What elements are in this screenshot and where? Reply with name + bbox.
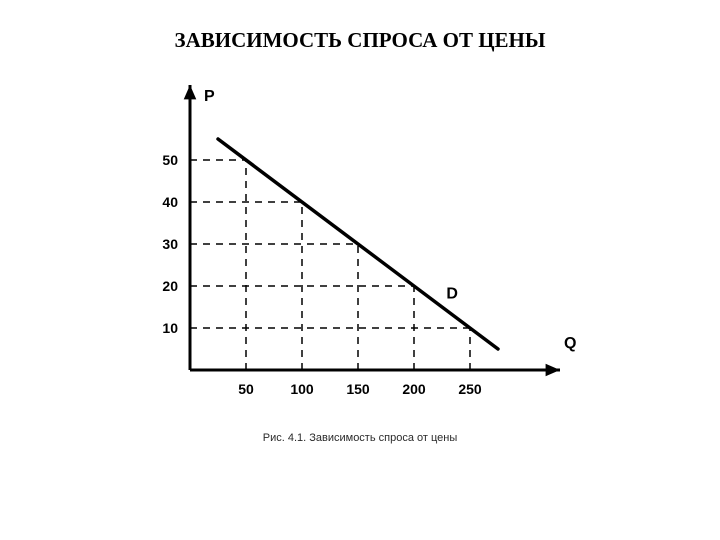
page: ЗАВИСИМОСТЬ СПРОСА ОТ ЦЕНЫ 1020304050501… xyxy=(0,0,720,540)
x-axis-arrow-icon xyxy=(546,364,560,377)
y-tick-label: 50 xyxy=(162,152,178,168)
y-axis-label: P xyxy=(204,88,215,105)
y-tick-label: 40 xyxy=(162,194,178,210)
demand-chart: 10 20 30 40 50 50 100 150 200 250 P Q D xyxy=(130,70,590,430)
chart-svg: 10 20 30 40 50 50 100 150 200 250 P Q D xyxy=(130,70,590,430)
x-tick-label: 50 xyxy=(238,381,254,397)
y-axis-arrow-icon xyxy=(184,85,197,99)
x-tick-label: 150 xyxy=(346,381,370,397)
page-title: ЗАВИСИМОСТЬ СПРОСА ОТ ЦЕНЫ xyxy=(0,28,720,53)
curve-label: D xyxy=(446,285,458,302)
y-tick-label: 30 xyxy=(162,236,178,252)
y-tick-label: 10 xyxy=(162,320,178,336)
x-tick-label: 100 xyxy=(290,381,314,397)
x-tick-label: 200 xyxy=(402,381,426,397)
y-tick-label: 20 xyxy=(162,278,178,294)
x-tick-label: 250 xyxy=(458,381,482,397)
x-axis-label: Q xyxy=(564,335,576,352)
figure-caption: Рис. 4.1. Зависимость спроса от цены xyxy=(0,432,720,444)
